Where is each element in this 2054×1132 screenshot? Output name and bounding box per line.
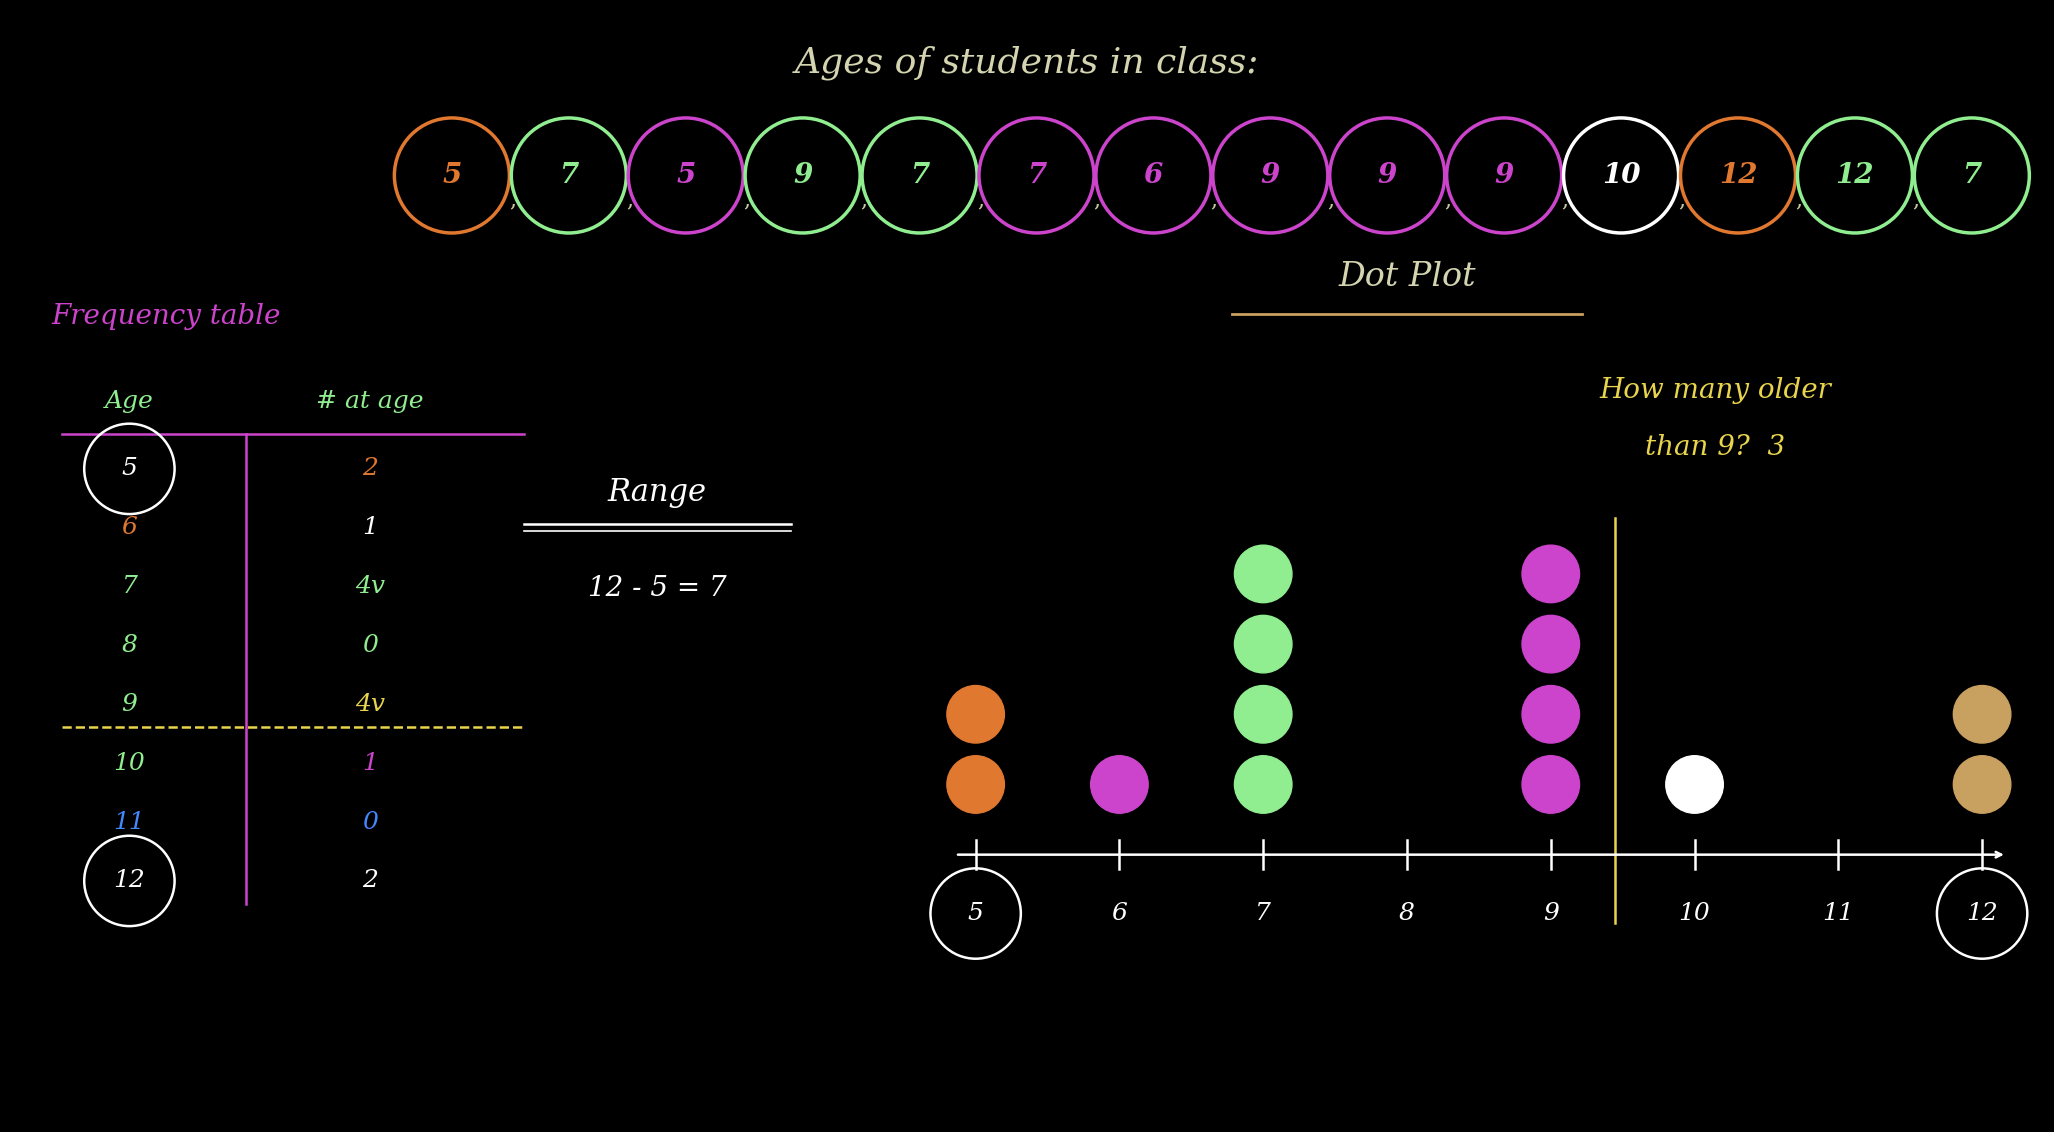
Text: ,: , [626,189,633,212]
Text: ,: , [1093,189,1101,212]
Text: 4v: 4v [355,693,384,715]
Text: 11: 11 [1822,902,1855,925]
Text: 6: 6 [1111,902,1128,925]
Text: 1: 1 [362,752,378,774]
Text: Ages of students in class:: Ages of students in class: [795,45,1259,79]
Text: 11: 11 [113,811,146,833]
Ellipse shape [1091,756,1148,813]
Text: ,: , [1327,189,1335,212]
Ellipse shape [1234,546,1292,602]
Text: 8: 8 [1399,902,1415,925]
Text: 9: 9 [1378,162,1397,189]
Text: 7: 7 [1027,162,1045,189]
Text: # at age: # at age [316,391,423,413]
Text: 5: 5 [121,457,138,480]
Text: ,: , [744,189,750,212]
Text: 6: 6 [121,516,138,539]
Text: 7: 7 [121,575,138,598]
Text: 0: 0 [362,634,378,657]
Text: than 9?  3: than 9? 3 [1645,434,1785,461]
Text: 10: 10 [1678,902,1711,925]
Ellipse shape [1522,546,1580,602]
Ellipse shape [1522,756,1580,813]
Ellipse shape [1234,756,1292,813]
Text: 4v: 4v [355,575,384,598]
Text: 7: 7 [910,162,928,189]
Text: ,: , [1795,189,1801,212]
Text: ,: , [1210,189,1218,212]
Ellipse shape [947,686,1004,743]
Text: ,: , [1444,189,1452,212]
Ellipse shape [1666,756,1723,813]
Ellipse shape [1522,686,1580,743]
Text: ,: , [1912,189,1918,212]
Ellipse shape [1953,756,2011,813]
Ellipse shape [1234,616,1292,672]
Text: ,: , [1678,189,1686,212]
Text: 5: 5 [676,162,696,189]
Ellipse shape [947,756,1004,813]
Text: 5: 5 [967,902,984,925]
Text: How many older: How many older [1600,377,1830,404]
Text: 10: 10 [113,752,146,774]
Text: 12 - 5 = 7: 12 - 5 = 7 [587,575,727,602]
Text: Frequency table: Frequency table [51,303,281,331]
Text: 7: 7 [1962,162,1982,189]
Text: Age: Age [105,391,154,413]
Text: 5: 5 [442,162,462,189]
Text: 7: 7 [559,162,579,189]
Text: 9: 9 [121,693,138,715]
Text: 7: 7 [1255,902,1271,925]
Text: 10: 10 [1602,162,1641,189]
Text: Range: Range [608,477,707,508]
Text: 8: 8 [121,634,138,657]
Text: 12: 12 [1966,902,1999,925]
Text: 9: 9 [1543,902,1559,925]
Text: 6: 6 [1144,162,1163,189]
Text: 12: 12 [113,869,146,892]
Ellipse shape [1522,616,1580,672]
Ellipse shape [1234,686,1292,743]
Text: 2: 2 [362,457,378,480]
Text: ,: , [861,189,867,212]
Text: ,: , [509,189,516,212]
Text: 2: 2 [362,869,378,892]
Text: 0: 0 [362,811,378,833]
Text: Dot Plot: Dot Plot [1339,261,1475,293]
Text: ,: , [978,189,984,212]
Text: ,: , [1561,189,1569,212]
Text: 1: 1 [362,516,378,539]
Text: 9: 9 [793,162,811,189]
Text: 9: 9 [1261,162,1280,189]
Text: 12: 12 [1719,162,1758,189]
Text: 12: 12 [1836,162,1873,189]
Text: 9: 9 [1495,162,1514,189]
Ellipse shape [1953,686,2011,743]
